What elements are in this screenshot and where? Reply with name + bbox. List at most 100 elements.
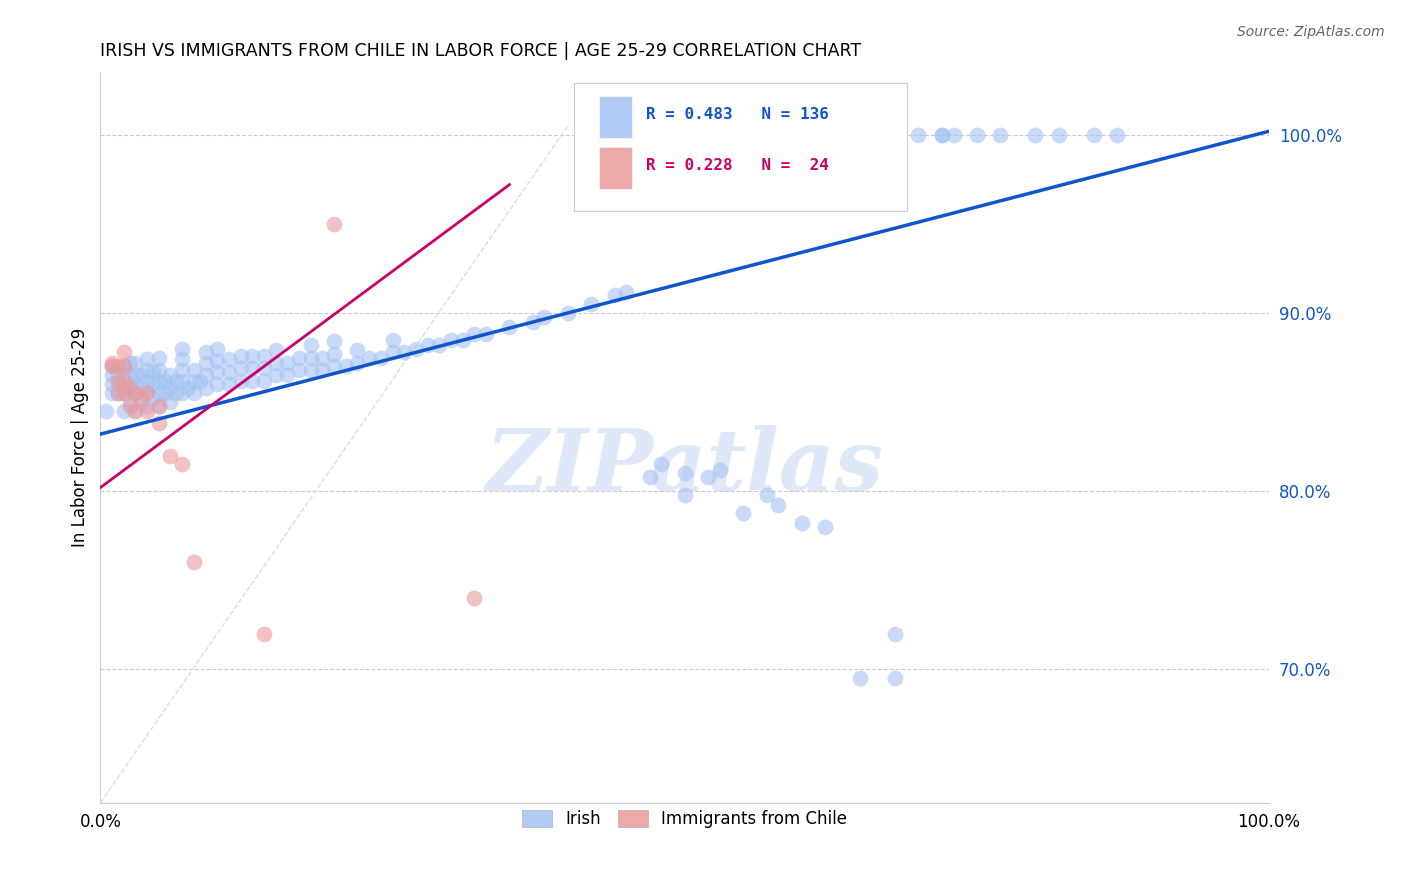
Point [299, 338, 322, 352]
Point [183, 556, 205, 570]
Point [142, 365, 165, 379]
Point [942, 128, 965, 142]
Point [165, 386, 187, 401]
Point [107, 368, 129, 383]
Point [136, 374, 159, 388]
Text: Source: ZipAtlas.com: Source: ZipAtlas.com [1237, 25, 1385, 39]
Point [112, 386, 135, 401]
Point [188, 374, 211, 388]
Point [884, 671, 907, 685]
Point [218, 365, 240, 379]
Text: R = 0.483   N = 136: R = 0.483 N = 136 [647, 106, 830, 121]
Point [112, 359, 135, 374]
Point [101, 359, 124, 374]
Point [129, 368, 152, 383]
Y-axis label: In Labor Force | Age 25-29: In Labor Force | Age 25-29 [72, 328, 89, 548]
Point [253, 374, 276, 388]
Point [264, 356, 287, 370]
Point [107, 377, 129, 392]
Point [172, 352, 194, 367]
Point [614, 285, 637, 299]
Legend: Irish, Immigrants from Chile: Irish, Immigrants from Chile [516, 804, 853, 835]
Point [124, 386, 146, 401]
Point [253, 349, 276, 363]
Point [136, 386, 159, 401]
Point [159, 381, 181, 395]
Point [907, 128, 929, 142]
Point [107, 386, 129, 401]
Point [118, 356, 141, 370]
Point [96, 404, 118, 418]
Point [148, 374, 170, 388]
Point [392, 345, 415, 359]
Point [101, 356, 124, 370]
Point [118, 370, 141, 384]
Point [299, 351, 322, 365]
Point [101, 359, 124, 374]
Point [136, 399, 159, 413]
Point [118, 381, 141, 395]
Point [229, 349, 252, 363]
Point [1047, 128, 1070, 142]
Point [101, 377, 124, 392]
Point [381, 333, 404, 347]
Point [346, 343, 368, 358]
Point [697, 470, 720, 484]
Point [240, 374, 263, 388]
Point [416, 338, 439, 352]
Point [288, 351, 311, 365]
FancyBboxPatch shape [574, 83, 907, 211]
Point [264, 343, 287, 358]
Point [1107, 128, 1129, 142]
Point [359, 351, 381, 365]
Point [194, 356, 217, 370]
Point [112, 404, 135, 418]
Point [136, 404, 159, 418]
Point [112, 368, 135, 383]
Point [153, 386, 176, 401]
Point [240, 361, 263, 376]
Point [522, 315, 544, 329]
Point [194, 381, 217, 395]
Point [218, 377, 240, 392]
Point [183, 386, 205, 401]
Point [148, 399, 170, 413]
Point [172, 386, 194, 401]
Point [142, 377, 165, 392]
Point [276, 368, 298, 383]
Point [323, 217, 346, 231]
Point [148, 417, 170, 431]
Point [557, 306, 579, 320]
Point [335, 359, 357, 374]
Point [498, 320, 520, 334]
Point [346, 356, 368, 370]
Point [124, 404, 146, 418]
Point [323, 359, 346, 374]
Point [299, 363, 322, 377]
Point [733, 506, 755, 520]
Bar [599, 147, 633, 189]
Point [966, 128, 988, 142]
Point [229, 374, 252, 388]
Point [101, 368, 124, 383]
Point [172, 363, 194, 377]
Point [153, 374, 176, 388]
Bar [599, 95, 633, 138]
Point [931, 128, 953, 142]
Point [118, 395, 141, 409]
Point [177, 381, 200, 395]
Point [101, 386, 124, 401]
Point [579, 297, 602, 311]
Point [159, 395, 181, 409]
Point [475, 327, 498, 342]
Point [311, 363, 333, 377]
Point [148, 399, 170, 413]
Point [142, 392, 165, 406]
Point [451, 333, 474, 347]
Point [136, 352, 159, 367]
Point [136, 384, 159, 399]
Point [790, 516, 813, 531]
Point [112, 374, 135, 388]
Point [218, 352, 240, 367]
Point [172, 458, 194, 472]
